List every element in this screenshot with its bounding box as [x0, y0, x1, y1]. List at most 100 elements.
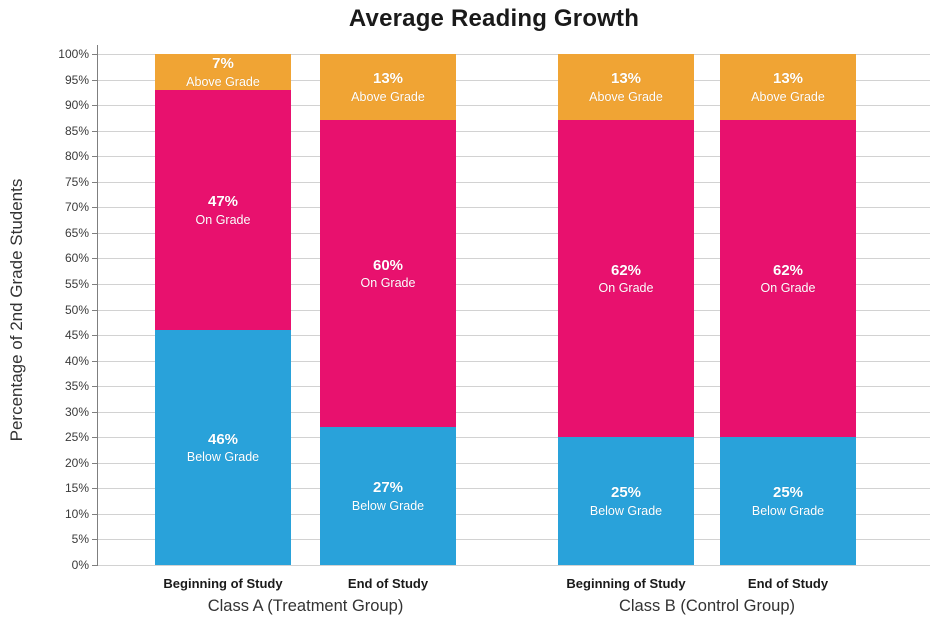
segment-name-label: Below Grade: [186, 450, 260, 465]
segment-value-label: 62%: [772, 261, 804, 279]
bar: 46% Below Grade 47% On Grade 7% Above Grade: [155, 54, 291, 565]
segment-name-label: Above Grade: [186, 74, 260, 89]
y-tick-label: 95%: [64, 72, 89, 87]
y-tick-mark: [92, 258, 98, 260]
y-tick-mark: [92, 360, 98, 362]
y-tick-label: 25%: [64, 430, 89, 445]
y-tick-mark: [92, 232, 98, 234]
bar-segment-above-grade: 13% Above Grade: [320, 54, 456, 121]
chart-title: Average Reading Growth: [348, 5, 640, 32]
y-tick-label: 5%: [71, 532, 89, 547]
y-tick-label: 55%: [64, 276, 89, 291]
y-tick-label: 10%: [64, 506, 89, 521]
gridline: [98, 156, 930, 158]
y-axis-line: [97, 45, 98, 565]
y-tick-mark: [92, 181, 98, 183]
gridline: [98, 283, 930, 285]
y-tick-label: 0%: [71, 558, 89, 572]
category-label: End of Study: [347, 576, 429, 591]
segment-value-label: 13%: [610, 70, 642, 88]
category-label: Beginning of Study: [566, 576, 686, 591]
bar-segment-on-grade: 60% On Grade: [320, 120, 456, 428]
y-tick-label: 75%: [64, 174, 89, 189]
segment-name-label: Above Grade: [351, 89, 425, 104]
group-label: Class A (Treatment Group): [207, 597, 404, 615]
gridline: [98, 462, 930, 464]
bar: 27% Below Grade 60% On Grade 13% Above Grade: [320, 54, 456, 565]
segment-name-label: Above Grade: [751, 89, 825, 104]
segment-name-label: On Grade: [360, 276, 416, 291]
y-tick-label: 80%: [64, 149, 89, 164]
bar: 25% Below Grade 62% On Grade 13% Above Grade: [558, 54, 694, 565]
bar-segment-above-grade: 13% Above Grade: [558, 54, 694, 121]
bar-segment-below-grade: 27% Below Grade: [320, 427, 456, 565]
segment-name-label: Above Grade: [589, 89, 663, 104]
y-tick-mark: [92, 54, 98, 55]
bar-segment-below-grade: 25% Below Grade: [720, 437, 856, 565]
segment-value-label: 27%: [372, 479, 404, 497]
y-tick-label: 40%: [64, 353, 89, 368]
gridline: [98, 565, 930, 566]
y-tick-label: 20%: [64, 455, 89, 470]
y-tick-mark: [92, 283, 98, 285]
y-tick-mark: [92, 565, 98, 566]
gridline: [98, 437, 930, 439]
gridline: [98, 360, 930, 362]
y-tick-mark: [92, 335, 98, 337]
bar-segment-on-grade: 62% On Grade: [720, 120, 856, 438]
gridline: [98, 386, 930, 388]
y-tick-mark: [92, 513, 98, 515]
gridline: [98, 207, 930, 209]
y-tick-mark: [92, 79, 98, 81]
y-tick-label: 45%: [64, 328, 89, 343]
gridline: [98, 335, 930, 337]
y-tick-label: 90%: [64, 98, 89, 113]
segment-value-label: 13%: [772, 70, 804, 88]
y-tick-label: 60%: [64, 251, 89, 266]
category-label: End of Study: [747, 576, 829, 591]
y-tick-label: 50%: [64, 302, 89, 317]
y-tick-label: 30%: [64, 404, 89, 419]
y-tick-mark: [92, 156, 98, 158]
y-tick-mark: [92, 386, 98, 388]
segment-value-label: 46%: [207, 430, 239, 448]
y-tick-mark: [92, 411, 98, 413]
gridline: [98, 232, 930, 234]
y-tick-mark: [92, 488, 98, 490]
y-tick-label: 65%: [64, 225, 89, 240]
segment-value-label: 62%: [610, 261, 642, 279]
segment-name-label: On Grade: [760, 281, 816, 296]
gridline: [98, 488, 930, 490]
segment-name-label: On Grade: [598, 281, 654, 296]
plot-area: 46% Below Grade 47% On Grade 7% Above Grade 27…: [98, 54, 930, 566]
bar-segment-on-grade: 62% On Grade: [558, 120, 694, 438]
y-tick-mark: [92, 437, 98, 439]
bar-segment-above-grade: 13% Above Grade: [720, 54, 856, 121]
segment-value-label: 25%: [772, 484, 804, 502]
group-label: Class B (Control Group): [618, 597, 796, 615]
gridline: [98, 130, 930, 132]
bar: 25% Below Grade 62% On Grade 13% Above Grade: [720, 54, 856, 565]
gridline: [98, 258, 930, 260]
segment-value-label: 25%: [610, 484, 642, 502]
bar-segment-above-grade: 7% Above Grade: [155, 54, 291, 90]
gridline: [98, 539, 930, 541]
segment-name-label: Below Grade: [351, 498, 425, 513]
category-label: Beginning of Study: [163, 576, 283, 591]
gridline: [98, 309, 930, 311]
y-tick-mark: [92, 309, 98, 311]
segment-value-label: 47%: [207, 193, 239, 210]
y-tick-label: 85%: [64, 123, 89, 138]
segment-value-label: 60%: [372, 256, 404, 274]
segment-name-label: Below Grade: [589, 503, 663, 518]
y-tick-label: 35%: [64, 379, 89, 394]
segment-value-label: 13%: [372, 70, 404, 88]
bar-segment-on-grade: 47% On Grade: [155, 89, 291, 330]
y-tick-mark: [92, 462, 98, 464]
y-tick-mark: [92, 539, 98, 541]
gridline: [98, 513, 930, 515]
y-tick-label: 100%: [58, 47, 89, 61]
gridline: [98, 181, 930, 183]
y-tick-mark: [92, 130, 98, 132]
